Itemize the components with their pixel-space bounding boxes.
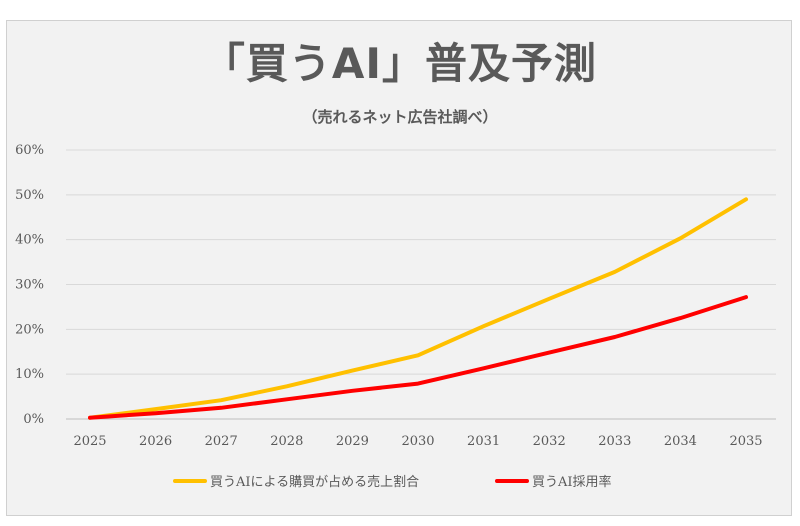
x-tick-label: 2030 bbox=[401, 434, 434, 449]
legend-label-1: 買うAIによる購買が占める売上割合 bbox=[210, 474, 419, 490]
x-tick-label: 2029 bbox=[336, 434, 369, 449]
chart-subtitle: （売れるネット広告社調べ） bbox=[302, 108, 498, 126]
legend-label-2: 買うAI採用率 bbox=[532, 474, 612, 490]
x-tick-label: 2028 bbox=[270, 434, 303, 449]
y-tick-label: 0% bbox=[23, 412, 44, 427]
x-tick-label: 2026 bbox=[139, 434, 172, 449]
x-tick-label: 2035 bbox=[729, 434, 762, 449]
chart-title: 「買うAI」普及予測 bbox=[202, 39, 598, 88]
series-line-2 bbox=[88, 295, 748, 420]
x-tick-label: 2027 bbox=[205, 434, 238, 449]
y-tick-label: 50% bbox=[15, 188, 44, 203]
x-tick-label: 2031 bbox=[467, 434, 500, 449]
x-tick-label: 2032 bbox=[533, 434, 566, 449]
y-tick-label: 30% bbox=[15, 278, 44, 293]
chart-card bbox=[6, 20, 792, 516]
x-tick-label: 2025 bbox=[73, 434, 106, 449]
y-tick-label: 20% bbox=[15, 322, 44, 337]
y-tick-label: 10% bbox=[15, 367, 44, 382]
x-tick-label: 2034 bbox=[664, 434, 697, 449]
y-tick-label: 40% bbox=[15, 233, 44, 248]
x-tick-label: 2033 bbox=[598, 434, 631, 449]
y-tick-label: 60% bbox=[15, 143, 44, 158]
